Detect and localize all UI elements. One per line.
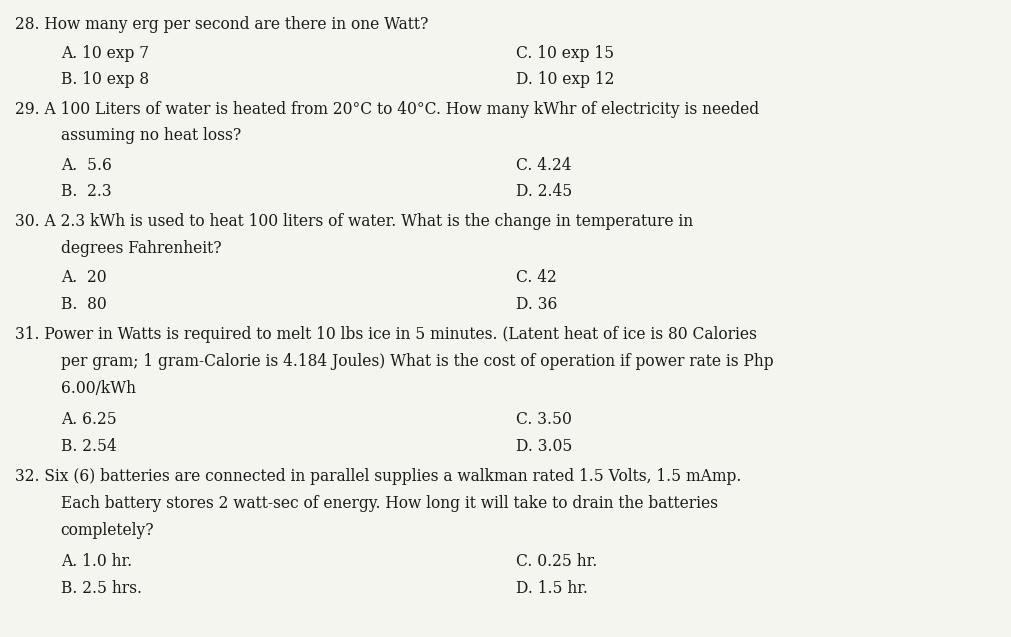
- Text: C. 0.25 hr.: C. 0.25 hr.: [516, 553, 596, 570]
- Text: C. 42: C. 42: [516, 269, 556, 287]
- Text: 32. Six (6) batteries are connected in parallel supplies a walkman rated 1.5 Vol: 32. Six (6) batteries are connected in p…: [15, 468, 741, 485]
- Text: 30. A 2.3 kWh is used to heat 100 liters of water. What is the change in tempera: 30. A 2.3 kWh is used to heat 100 liters…: [15, 213, 694, 231]
- Text: B.  2.3: B. 2.3: [61, 183, 111, 201]
- Text: assuming no heat loss?: assuming no heat loss?: [61, 127, 241, 145]
- Text: D. 3.05: D. 3.05: [516, 438, 572, 455]
- Text: 6.00/kWh: 6.00/kWh: [61, 380, 135, 397]
- Text: D. 1.5 hr.: D. 1.5 hr.: [516, 580, 587, 597]
- Text: completely?: completely?: [61, 522, 155, 539]
- Text: C. 4.24: C. 4.24: [516, 157, 571, 174]
- Text: B. 10 exp 8: B. 10 exp 8: [61, 71, 149, 89]
- Text: B. 2.5 hrs.: B. 2.5 hrs.: [61, 580, 142, 597]
- Text: 28. How many erg per second are there in one Watt?: 28. How many erg per second are there in…: [15, 16, 429, 33]
- Text: A.  5.6: A. 5.6: [61, 157, 111, 174]
- Text: D. 2.45: D. 2.45: [516, 183, 572, 201]
- Text: B.  80: B. 80: [61, 296, 106, 313]
- Text: D. 36: D. 36: [516, 296, 557, 313]
- Text: C. 10 exp 15: C. 10 exp 15: [516, 45, 614, 62]
- Text: Each battery stores 2 watt-sec of energy. How long it will take to drain the bat: Each battery stores 2 watt-sec of energy…: [61, 495, 718, 512]
- Text: B. 2.54: B. 2.54: [61, 438, 116, 455]
- Text: 31. Power in Watts is required to melt 10 lbs ice in 5 minutes. (Latent heat of : 31. Power in Watts is required to melt 1…: [15, 326, 757, 343]
- Text: A.  20: A. 20: [61, 269, 106, 287]
- Text: degrees Fahrenheit?: degrees Fahrenheit?: [61, 240, 221, 257]
- Text: per gram; 1 gram-Calorie is 4.184 Joules) What is the cost of operation if power: per gram; 1 gram-Calorie is 4.184 Joules…: [61, 353, 773, 370]
- Text: A. 10 exp 7: A. 10 exp 7: [61, 45, 149, 62]
- Text: C. 3.50: C. 3.50: [516, 411, 571, 428]
- Text: A. 6.25: A. 6.25: [61, 411, 116, 428]
- Text: 29. A 100 Liters of water is heated from 20°C to 40°C. How many kWhr of electric: 29. A 100 Liters of water is heated from…: [15, 101, 759, 118]
- Text: A. 1.0 hr.: A. 1.0 hr.: [61, 553, 131, 570]
- Text: D. 10 exp 12: D. 10 exp 12: [516, 71, 614, 89]
